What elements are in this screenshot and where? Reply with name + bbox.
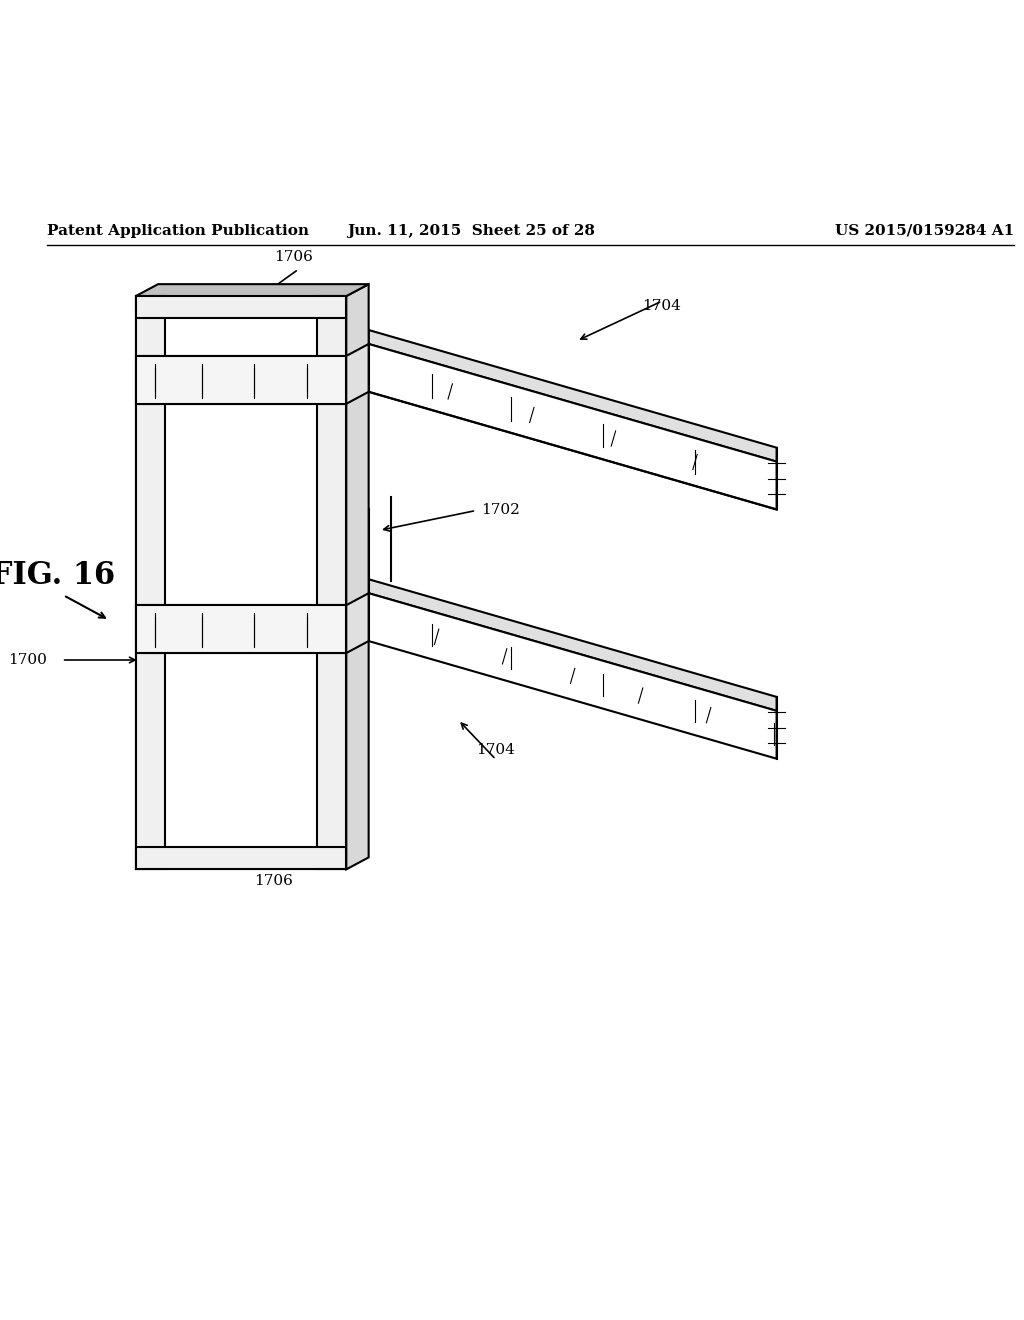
Text: Jun. 11, 2015  Sheet 25 of 28: Jun. 11, 2015 Sheet 25 of 28 bbox=[347, 223, 595, 238]
Polygon shape bbox=[136, 296, 346, 870]
Polygon shape bbox=[369, 593, 776, 759]
Text: 1702: 1702 bbox=[251, 634, 290, 647]
Polygon shape bbox=[346, 284, 369, 870]
Polygon shape bbox=[136, 296, 165, 870]
Polygon shape bbox=[136, 605, 346, 653]
Text: 1704: 1704 bbox=[476, 743, 515, 756]
Polygon shape bbox=[346, 593, 369, 653]
Polygon shape bbox=[346, 345, 369, 404]
Polygon shape bbox=[136, 296, 346, 318]
Text: US 2015/0159284 A1: US 2015/0159284 A1 bbox=[835, 223, 1014, 238]
Polygon shape bbox=[136, 847, 346, 870]
Polygon shape bbox=[369, 579, 776, 711]
Text: FIG. 16: FIG. 16 bbox=[0, 560, 115, 591]
Text: 1706: 1706 bbox=[254, 874, 293, 888]
Polygon shape bbox=[369, 330, 776, 462]
Text: 1702: 1702 bbox=[481, 503, 520, 517]
Polygon shape bbox=[136, 356, 346, 404]
Text: Patent Application Publication: Patent Application Publication bbox=[47, 223, 309, 238]
Text: 1704: 1704 bbox=[642, 300, 681, 313]
Text: 1706: 1706 bbox=[273, 251, 312, 264]
Polygon shape bbox=[136, 284, 369, 296]
Polygon shape bbox=[369, 345, 776, 510]
Text: 1700: 1700 bbox=[8, 653, 47, 667]
Polygon shape bbox=[317, 296, 346, 870]
